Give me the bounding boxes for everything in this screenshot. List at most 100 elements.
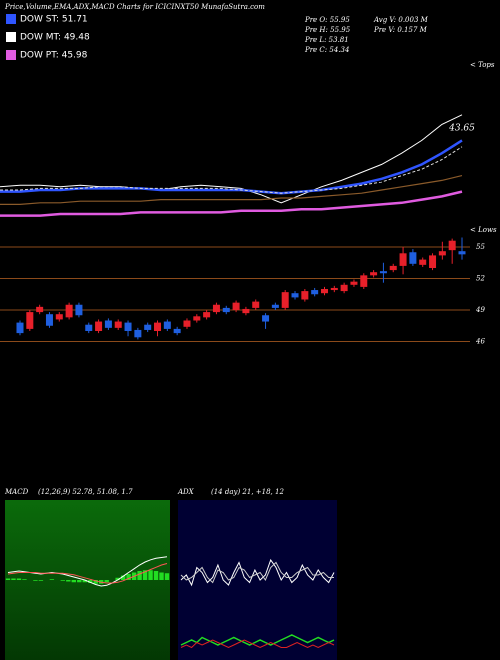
stat: Pre H: 55.95 bbox=[304, 26, 351, 34]
stat: Pre V: 0.157 M bbox=[373, 26, 428, 34]
candle-body bbox=[75, 304, 83, 316]
legend-swatch bbox=[6, 32, 16, 42]
candle-body bbox=[262, 315, 270, 322]
stat: Pre O: 55.95 bbox=[304, 16, 350, 24]
histogram-bar bbox=[22, 579, 27, 580]
line-series bbox=[0, 139, 463, 195]
stat: Pre C: 54.34 bbox=[304, 46, 349, 54]
legend-label: DOW MT: 49.48 bbox=[20, 33, 90, 43]
line-series bbox=[0, 114, 463, 204]
y-tick-label: 46 bbox=[475, 338, 485, 346]
histogram-bar bbox=[164, 573, 170, 580]
candle-body bbox=[389, 265, 397, 271]
candle-body bbox=[370, 272, 378, 276]
histogram-bar bbox=[142, 570, 148, 580]
candle-body bbox=[65, 304, 73, 318]
line-series bbox=[180, 639, 335, 649]
line-series bbox=[0, 190, 463, 217]
macd-panel bbox=[5, 500, 170, 660]
histogram-bar bbox=[126, 574, 131, 580]
candle-body bbox=[448, 240, 456, 251]
candle-body bbox=[271, 304, 279, 308]
line-series bbox=[180, 634, 335, 646]
candle-body bbox=[281, 292, 289, 308]
histogram-bar bbox=[38, 580, 44, 581]
candle-body bbox=[350, 281, 358, 285]
histogram-bar bbox=[93, 580, 98, 584]
histogram-bar bbox=[66, 580, 71, 582]
panel-tag: < Lows bbox=[470, 226, 497, 234]
histogram-bar bbox=[120, 575, 126, 580]
candle-body bbox=[85, 324, 93, 331]
candle-body bbox=[36, 306, 44, 313]
candle-body bbox=[330, 287, 338, 291]
candle-body bbox=[320, 289, 328, 294]
legend-label: DOW PT: 45.98 bbox=[20, 51, 88, 61]
candle-body bbox=[124, 322, 132, 331]
candle-body bbox=[16, 322, 24, 334]
candle-body bbox=[232, 302, 240, 310]
histogram-bar bbox=[148, 570, 153, 580]
candle-body bbox=[95, 321, 103, 331]
candle-body bbox=[301, 291, 309, 300]
line-series bbox=[0, 175, 463, 205]
histogram-bar bbox=[159, 572, 164, 580]
adx-panel bbox=[178, 500, 337, 660]
panel-tag: < Tops bbox=[470, 61, 495, 69]
page-title: Price,Volume,EMA,ADX,MACD Charts for ICI… bbox=[4, 3, 265, 11]
candle-body bbox=[222, 307, 230, 313]
stat: Avg V: 0.003 M bbox=[373, 16, 429, 24]
line-series bbox=[180, 561, 334, 584]
candle-body bbox=[379, 271, 387, 274]
candle-body bbox=[212, 304, 220, 313]
panel-title: MACD bbox=[4, 488, 29, 496]
candle-body bbox=[26, 312, 34, 329]
candle-body bbox=[360, 275, 368, 287]
y-tick-label: 52 bbox=[476, 275, 485, 283]
histogram-bar bbox=[16, 578, 22, 580]
candle-body bbox=[193, 316, 201, 321]
y-tick-label: 49 bbox=[475, 306, 485, 314]
histogram-bar bbox=[88, 580, 93, 583]
legend-label: DOW ST: 51.71 bbox=[20, 15, 88, 25]
candle-body bbox=[173, 328, 181, 334]
candle-body bbox=[144, 324, 152, 330]
candle-body bbox=[104, 320, 112, 328]
histogram-bar bbox=[77, 580, 82, 583]
histogram-bar bbox=[33, 580, 38, 581]
candle-body bbox=[203, 312, 211, 318]
candle-body bbox=[163, 321, 171, 329]
candle-body bbox=[114, 321, 122, 328]
candle-body bbox=[183, 320, 191, 327]
candle-body bbox=[311, 290, 319, 295]
panel-title: ADX bbox=[177, 488, 195, 496]
y-tick-label: 55 bbox=[476, 243, 485, 251]
candle-body bbox=[55, 314, 63, 320]
candle-body bbox=[438, 251, 446, 256]
line-series bbox=[180, 558, 335, 587]
candle-body bbox=[429, 255, 437, 268]
histogram-bar bbox=[49, 579, 55, 580]
annotation: 43.65 bbox=[448, 124, 475, 134]
candle-body bbox=[340, 284, 348, 292]
panel-subtitle: (12,26,9) 52.78, 51.08, 1.7 bbox=[38, 488, 133, 496]
panel-subtitle: (14 day) 21, +18, 12 bbox=[211, 488, 284, 496]
candle-body bbox=[291, 293, 299, 298]
legend-swatch bbox=[6, 14, 16, 24]
histogram-bar bbox=[5, 578, 11, 580]
candle-body bbox=[154, 322, 162, 331]
candle-body bbox=[399, 253, 407, 266]
candle-body bbox=[134, 329, 142, 338]
candle-body bbox=[45, 314, 53, 326]
line-series bbox=[7, 563, 168, 584]
legend-swatch bbox=[6, 50, 16, 60]
histogram-bar bbox=[104, 580, 109, 583]
histogram-bar bbox=[71, 580, 76, 583]
candle-body bbox=[419, 259, 427, 265]
candle-body bbox=[458, 251, 466, 255]
line-series bbox=[7, 556, 168, 587]
histogram-bar bbox=[153, 571, 159, 580]
histogram-bar bbox=[137, 571, 142, 580]
histogram-bar bbox=[11, 578, 16, 580]
